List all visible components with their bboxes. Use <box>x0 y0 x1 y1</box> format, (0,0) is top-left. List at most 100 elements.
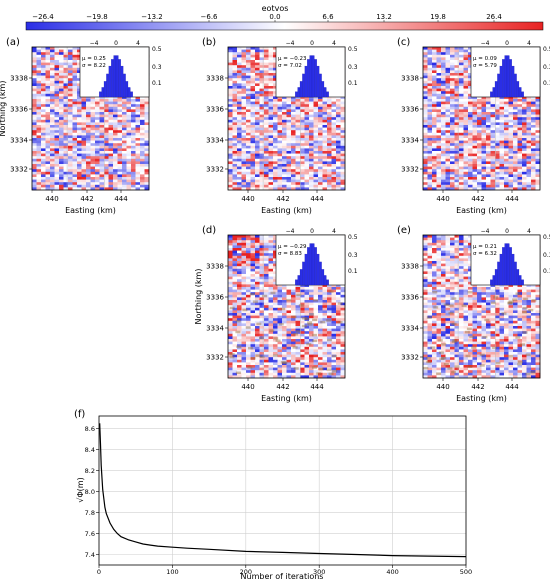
histogram-bar <box>307 59 309 97</box>
x-axis-label: Easting (km) <box>456 394 507 403</box>
colorbar-tick-label: −26.4 <box>32 13 54 21</box>
y-axis-label: Northing (km) <box>194 269 203 325</box>
panel-label: (e) <box>397 225 411 236</box>
x-tick-label: 442 <box>276 195 289 203</box>
histogram-bar <box>324 275 326 285</box>
histogram-bar <box>505 244 507 285</box>
histogram-bar <box>497 262 499 285</box>
x-tick-label: 440 <box>436 383 449 391</box>
misfit-curve <box>100 423 466 556</box>
histogram-bar <box>99 92 101 97</box>
histogram-y-tick-label: 0.3 <box>543 252 550 259</box>
x-tick-label: 444 <box>505 383 519 391</box>
histogram-bar <box>104 81 106 97</box>
y-tick-label: 3336 <box>401 294 419 302</box>
y-tick-label: 3332 <box>206 354 224 362</box>
histogram-bar <box>521 280 523 285</box>
histogram-bar <box>298 87 300 97</box>
histogram-bar <box>312 56 314 97</box>
histogram-bar <box>519 275 521 285</box>
histogram-bar <box>123 74 125 97</box>
histogram-bar <box>317 66 319 97</box>
y-tick-label: 3336 <box>206 294 224 302</box>
histogram-y-tick-label: 0.3 <box>348 64 358 71</box>
histogram-mean: μ = 0.21 <box>473 244 497 250</box>
histogram-x-tick-label: 4 <box>332 228 336 235</box>
histogram-y-tick-label: 0.1 <box>152 80 162 87</box>
chart-y-tick-label: 8.2 <box>85 467 95 475</box>
histogram-bar <box>302 74 304 97</box>
histogram-bar <box>305 66 307 97</box>
colorbar-tick-label: −6.6 <box>201 13 219 21</box>
histogram-y-tick-label: 0.1 <box>543 268 550 275</box>
histogram-bar <box>502 247 504 285</box>
histogram-bar <box>493 275 495 285</box>
colorbar-tick-label: 19.8 <box>430 13 446 21</box>
y-tick-label: 3334 <box>401 325 419 333</box>
histogram-y-tick-label: 0.5 <box>152 46 162 53</box>
x-tick-label: 440 <box>436 195 449 203</box>
chart-y-tick-label: 8.6 <box>85 425 95 433</box>
histogram-bar <box>324 87 326 97</box>
histogram-x-tick-label: 0 <box>505 228 509 235</box>
y-tick-label: 3332 <box>401 166 419 174</box>
histogram-bar <box>495 269 497 285</box>
histogram-bar <box>500 254 502 285</box>
histogram-bar <box>310 56 312 97</box>
chart-y-tick-label: 8.4 <box>85 446 95 454</box>
x-tick-label: 442 <box>471 195 484 203</box>
histogram-bar <box>509 59 511 97</box>
histogram-bar <box>502 59 504 97</box>
histogram-x-tick-label: 0 <box>310 228 314 235</box>
chart-x-tick-label: 400 <box>386 568 398 576</box>
x-tick-label: 440 <box>241 383 254 391</box>
histogram-y-tick-label: 0.3 <box>152 64 162 71</box>
y-tick-label: 3338 <box>401 75 419 83</box>
histogram-bar <box>514 74 516 97</box>
histogram-x-tick-label: −4 <box>286 228 295 235</box>
histogram-bar <box>300 269 302 285</box>
histogram-y-tick-label: 0.1 <box>543 80 550 87</box>
colorbar-tick-label: 26.4 <box>486 13 502 21</box>
histogram-x-tick-label: −4 <box>481 40 490 47</box>
histogram-bar <box>310 244 312 285</box>
histogram-x-tick-label: 4 <box>527 228 531 235</box>
chart-y-tick-label: 7.6 <box>85 530 95 538</box>
histogram-x-tick-label: 0 <box>505 40 509 47</box>
y-tick-label: 3338 <box>206 75 224 83</box>
x-tick-label: 444 <box>310 383 324 391</box>
histogram-bar <box>106 74 108 97</box>
y-tick-label: 3338 <box>401 263 419 271</box>
y-tick-label: 3334 <box>206 137 224 145</box>
histogram-bar <box>326 92 328 97</box>
histogram-bar <box>490 92 492 97</box>
y-tick-label: 3338 <box>10 75 28 83</box>
histogram-bar <box>319 74 321 97</box>
histogram-bar <box>300 81 302 97</box>
y-tick-label: 3334 <box>10 137 28 145</box>
chart-x-tick-label: 100 <box>166 568 178 576</box>
y-tick-label: 3332 <box>10 166 28 174</box>
x-tick-label: 442 <box>471 383 484 391</box>
histogram-y-tick-label: 0.3 <box>543 64 550 71</box>
x-tick-label: 444 <box>505 195 519 203</box>
y-tick-label: 3332 <box>206 166 224 174</box>
histogram-bar <box>517 81 519 97</box>
chart-y-tick-label: 7.8 <box>85 509 95 517</box>
x-axis-label: Easting (km) <box>261 206 312 215</box>
histogram-std: σ = 8.22 <box>82 63 106 69</box>
histogram-bar <box>493 87 495 97</box>
colorbar-tick-label: −19.8 <box>86 13 107 21</box>
histogram-bar <box>517 269 519 285</box>
histogram-bar <box>130 92 132 97</box>
histogram-x-tick-label: −4 <box>90 40 99 47</box>
x-tick-label: 444 <box>310 195 324 203</box>
